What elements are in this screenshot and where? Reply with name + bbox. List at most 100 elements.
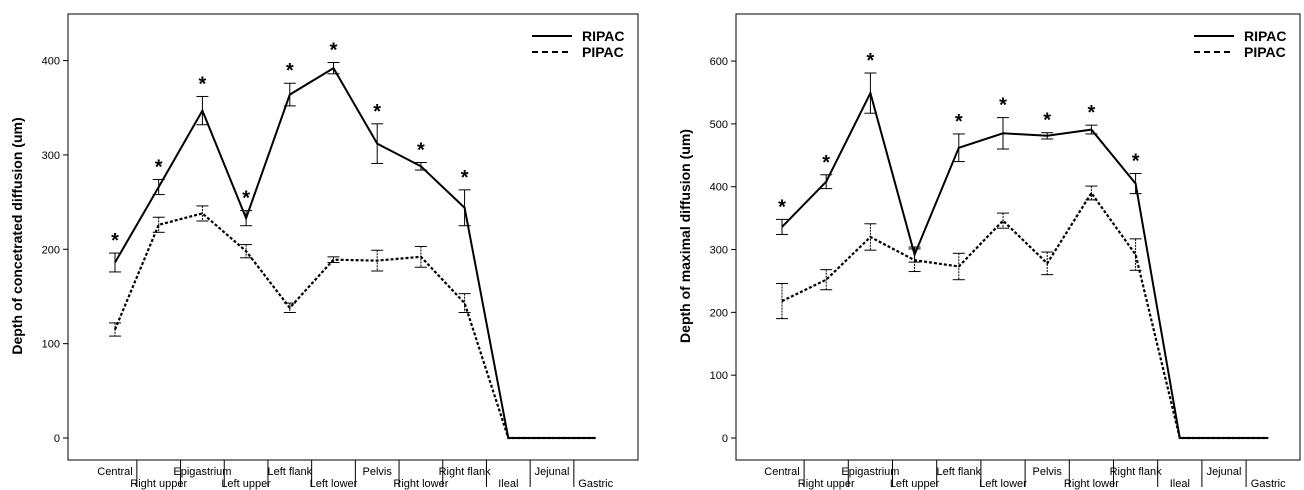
significance-star: *	[867, 50, 875, 72]
error-bar-ripac	[820, 174, 833, 190]
error-bar-ripac	[776, 218, 788, 235]
error-bar-pipac	[109, 322, 121, 337]
error-bar-pipac	[371, 249, 384, 272]
error-bar-pipac	[196, 205, 209, 222]
error-bar-ripac	[414, 161, 427, 171]
y-tick-label: 200	[710, 307, 728, 319]
x-tick-label: Right lower	[1064, 478, 1119, 490]
legend-label-pipac: PIPAC	[1244, 44, 1286, 60]
y-tick-label: 0	[54, 433, 60, 445]
error-bar-pipac	[776, 282, 788, 320]
y-axis-label: Depth of maximal diffusion (um)	[677, 129, 693, 343]
series-line-pipac	[781, 191, 1269, 440]
x-tick-label: Epigastrium	[173, 466, 231, 478]
x-tick-label: Right upper	[798, 478, 855, 490]
x-tick-label: Pelvis	[1033, 466, 1063, 478]
error-bar-pipac	[864, 223, 877, 251]
plot-frame	[67, 13, 639, 461]
significance-star: *	[778, 196, 786, 218]
y-tick-label: 200	[42, 244, 60, 256]
significance-star: *	[242, 188, 250, 210]
error-bar-pipac	[327, 256, 340, 264]
significance-star: *	[155, 156, 163, 178]
error-bar-pipac	[1085, 185, 1098, 201]
x-tick-label: Gastric	[1251, 478, 1286, 490]
legend-label-ripac: RIPAC	[1244, 28, 1287, 44]
x-tick-label: Right flank	[439, 466, 491, 478]
y-tick-label: 300	[42, 150, 60, 162]
significance-star: *	[999, 95, 1007, 117]
series-line-ripac	[781, 90, 1269, 439]
error-bar-pipac	[152, 216, 165, 233]
significance-star: *	[1132, 151, 1140, 173]
error-bar-ripac	[371, 123, 384, 164]
error-bar-ripac	[327, 61, 340, 75]
significance-star: *	[199, 73, 207, 95]
x-tick-label: Ileal	[498, 478, 518, 490]
y-tick-label: 100	[710, 370, 728, 382]
y-tick-label: 300	[710, 245, 728, 257]
y-tick-label: 600	[710, 56, 728, 68]
x-tick-label: Pelvis	[363, 466, 393, 478]
x-tick-label: Gastric	[578, 478, 613, 490]
error-bar-pipac	[952, 252, 965, 281]
error-bar-ripac	[864, 72, 877, 114]
error-bar-ripac	[109, 252, 121, 273]
error-bar-ripac	[152, 178, 165, 196]
x-tick-label: Central	[97, 466, 132, 478]
significance-star: *	[286, 60, 294, 82]
x-tick-label: Left lower	[979, 478, 1027, 490]
error-bar-ripac	[1041, 132, 1054, 140]
x-tick-label: Epigastrium	[841, 466, 899, 478]
error-bar-pipac	[908, 248, 921, 273]
y-tick-label: 400	[42, 56, 60, 68]
x-tick-label: Right upper	[130, 478, 187, 490]
error-bar-ripac	[196, 95, 209, 126]
significance-star: *	[822, 152, 830, 174]
error-bar-ripac	[283, 82, 296, 107]
error-bar-ripac	[240, 210, 253, 227]
significance-star: *	[373, 101, 381, 123]
chart-panel-1: 0 100 200 300 400 Depth of concetrated diffus…	[9, 13, 639, 490]
x-tick-label: Left lower	[310, 478, 358, 490]
error-bar-pipac	[458, 293, 471, 314]
error-bar-pipac	[820, 269, 833, 291]
x-tick-label: Left flank	[267, 466, 312, 478]
significance-star: *	[1088, 102, 1096, 124]
error-bar-ripac	[458, 189, 471, 227]
error-bar-pipac	[1129, 238, 1142, 271]
x-tick-label: Right flank	[1110, 466, 1162, 478]
plot-frame	[735, 13, 1301, 461]
series-line-ripac	[114, 66, 596, 439]
error-bar-pipac	[240, 244, 253, 259]
x-tick-label: Jejunal	[1207, 466, 1242, 478]
series-line-pipac	[113, 212, 596, 440]
y-tick-label: 100	[42, 339, 60, 351]
significance-star: *	[417, 139, 425, 161]
error-bar-ripac	[952, 133, 965, 163]
error-bar-pipac	[1041, 251, 1054, 276]
significance-star: *	[1043, 110, 1051, 132]
error-bar-pipac	[283, 302, 296, 314]
significance-star: *	[955, 111, 963, 133]
x-tick-label: Left flank	[936, 466, 981, 478]
y-tick-label: 0	[722, 433, 728, 445]
error-bar-ripac	[1085, 124, 1098, 135]
significance-star: *	[111, 230, 119, 252]
significance-star: *	[330, 39, 338, 61]
x-tick-label: Ileal	[1170, 478, 1190, 490]
legend-label-ripac: RIPAC	[582, 28, 625, 44]
error-bar-pipac	[997, 212, 1009, 229]
x-tick-label: Jejunal	[535, 466, 570, 478]
x-tick-label: Right lower	[393, 478, 448, 490]
error-bar-ripac	[997, 117, 1009, 150]
legend-label-pipac: PIPAC	[582, 44, 624, 60]
x-tick-label: Left upper	[890, 478, 940, 490]
error-bar-pipac	[414, 245, 427, 268]
significance-star: *	[461, 167, 469, 189]
x-tick-label: Left upper	[221, 478, 271, 490]
y-tick-label: 400	[710, 182, 728, 194]
y-axis-label: Depth of concetrated diffusion (um)	[9, 117, 25, 354]
chart-panel-2: 0 100 200 300 400 500 600 Depth of maximal diff…	[677, 13, 1301, 490]
